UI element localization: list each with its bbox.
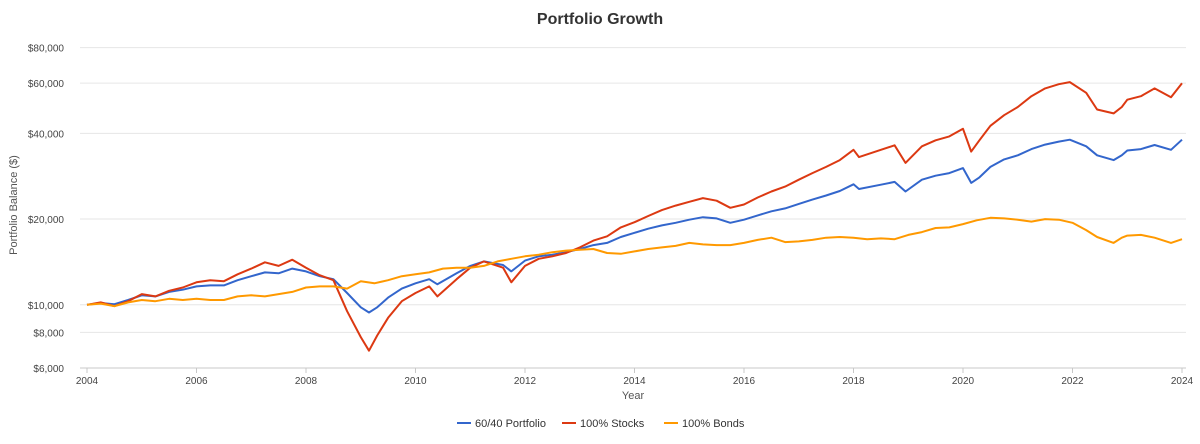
series-lines	[86, 81, 1183, 352]
series-line-60-40-portfolio	[86, 138, 1183, 314]
y-tick-label: $60,000	[28, 79, 65, 90]
x-tick-label: 2022	[1061, 376, 1084, 387]
x-tick-label: 2020	[952, 376, 975, 387]
legend-item[interactable]: 100% Bonds	[664, 418, 745, 430]
series-line-100-bonds	[86, 216, 1183, 308]
x-tick-label: 2014	[623, 376, 646, 387]
legend-item[interactable]: 100% Stocks	[562, 418, 645, 430]
y-tick-label: $80,000	[28, 44, 65, 55]
x-tick-label: 2016	[733, 376, 756, 387]
x-tick-label: 2012	[514, 376, 537, 387]
x-tick-label: 2004	[76, 376, 99, 387]
y-axis-tick-labels: $6,000 $8,000 $10,000 $20,000 $40,000 $60,000…	[28, 44, 65, 375]
chart-title: Portfolio Growth	[537, 11, 663, 28]
legend-label: 100% Stocks	[580, 418, 645, 430]
x-tick-label: 2006	[185, 376, 208, 387]
legend-label: 60/40 Portfolio	[475, 418, 546, 430]
y-axis-label: Portfolio Balance ($)	[8, 155, 20, 255]
x-axis-ticks: 2004 2006 2008 2010 2012 2014 2016 2018 2020 2022…	[76, 368, 1194, 387]
x-axis-label: Year	[622, 390, 645, 402]
legend-item[interactable]: 60/40 Portfolio	[457, 418, 546, 430]
y-tick-label: $10,000	[28, 301, 65, 312]
series-line-100-stocks	[86, 81, 1183, 352]
x-tick-label: 2018	[842, 376, 865, 387]
y-tick-label: $8,000	[33, 328, 64, 339]
legend-label: 100% Bonds	[682, 418, 745, 430]
x-tick-label: 2024	[1171, 376, 1194, 387]
y-tick-label: $20,000	[28, 215, 65, 226]
legend: 60/40 Portfolio 100% Stocks 100% Bonds	[457, 418, 745, 430]
y-tick-label: $40,000	[28, 129, 65, 140]
x-tick-label: 2010	[404, 376, 427, 387]
y-gridlines	[80, 47, 1186, 333]
y-tick-label: $6,000	[33, 364, 64, 375]
x-tick-label: 2008	[295, 376, 318, 387]
